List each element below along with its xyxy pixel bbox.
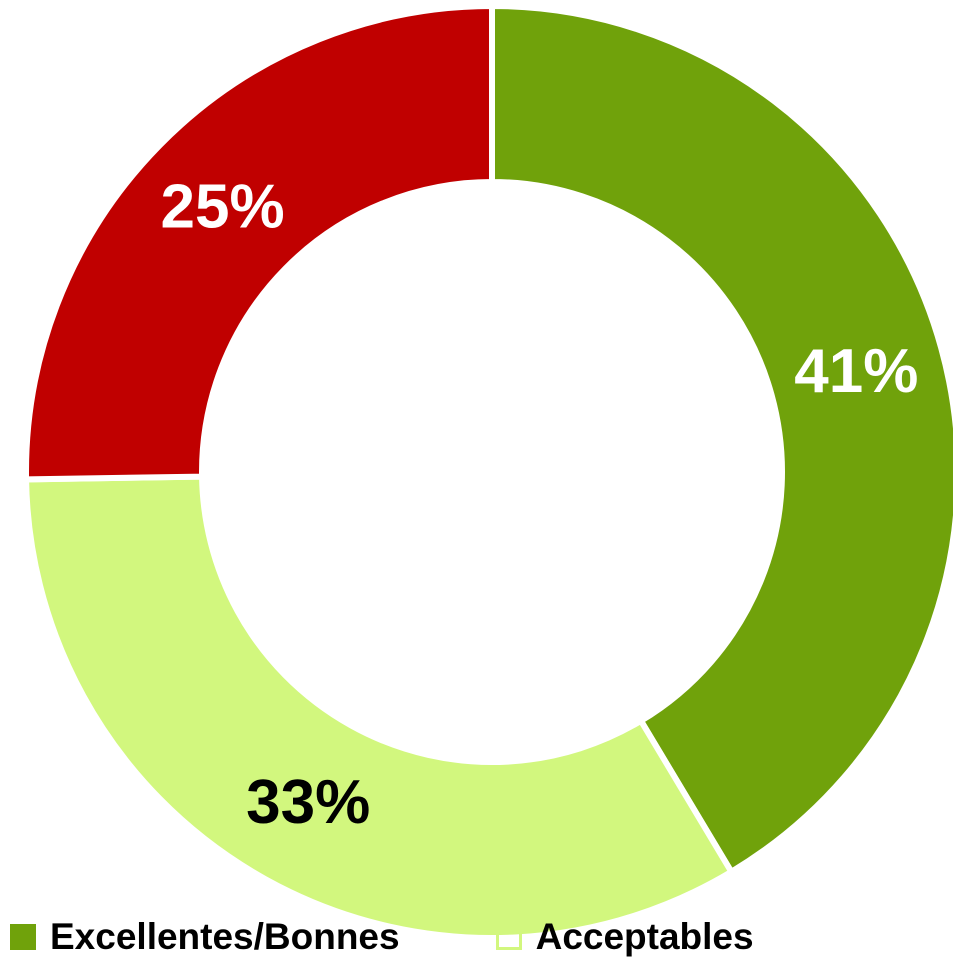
legend-swatch-acceptables [495, 924, 522, 950]
legend-item-excellentes-bonnes: Excellentes/Bonnes [10, 916, 400, 958]
legend-label-acceptables: Acceptables [535, 916, 754, 957]
donut-chart: 41% 33% 25% [23, 2, 953, 938]
legend: Excellentes/Bonnes Acceptables [10, 913, 754, 961]
donut-slice-1 [23, 473, 736, 938]
donut-slice-0 [489, 2, 953, 876]
data-label-2: 25% [161, 172, 285, 241]
data-label-1: 33% [246, 768, 370, 837]
legend-item-acceptables: Acceptables [495, 916, 754, 958]
legend-label-excellentes-bonnes: Excellentes/Bonnes [50, 916, 400, 957]
data-label-0: 41% [794, 337, 918, 406]
legend-swatch-excellentes-bonnes [10, 924, 36, 950]
donut-slice-2 [23, 2, 495, 483]
